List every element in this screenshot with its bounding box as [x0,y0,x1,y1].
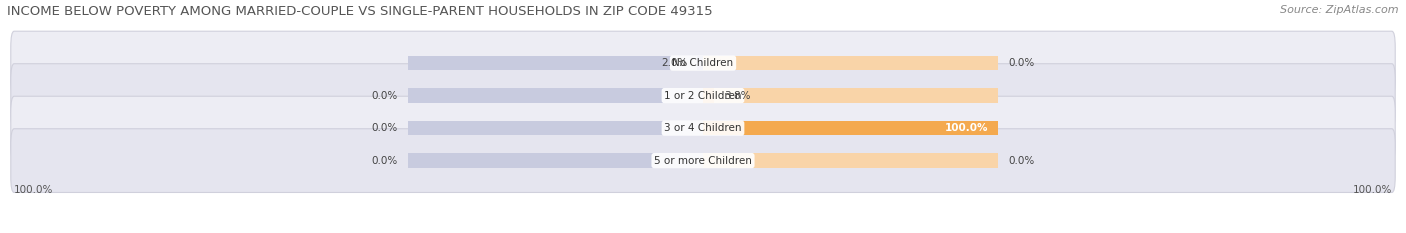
Text: 3.8%: 3.8% [724,91,751,101]
Text: 100.0%: 100.0% [945,123,988,133]
Bar [703,121,998,135]
Bar [703,121,998,135]
Text: 3 or 4 Children: 3 or 4 Children [664,123,742,133]
Text: 5 or more Children: 5 or more Children [654,156,752,166]
Text: 0.0%: 0.0% [371,156,398,166]
FancyBboxPatch shape [11,31,1395,95]
Text: 100.0%: 100.0% [1353,185,1392,195]
Text: 0.0%: 0.0% [371,123,398,133]
Bar [703,88,998,103]
Text: 2.0%: 2.0% [661,58,688,68]
Text: No Children: No Children [672,58,734,68]
Bar [703,88,714,103]
Text: 0.0%: 0.0% [1008,58,1035,68]
Text: 0.0%: 0.0% [1008,156,1035,166]
Text: 1 or 2 Children: 1 or 2 Children [664,91,742,101]
FancyBboxPatch shape [11,96,1395,160]
Text: Source: ZipAtlas.com: Source: ZipAtlas.com [1281,5,1399,15]
Bar [697,56,703,70]
FancyBboxPatch shape [11,64,1395,127]
Bar [703,153,998,168]
Bar [408,153,703,168]
FancyBboxPatch shape [11,129,1395,192]
Text: 0.0%: 0.0% [371,91,398,101]
Bar [408,121,703,135]
Text: 100.0%: 100.0% [14,185,53,195]
Bar [408,56,703,70]
Bar [703,56,998,70]
Text: INCOME BELOW POVERTY AMONG MARRIED-COUPLE VS SINGLE-PARENT HOUSEHOLDS IN ZIP COD: INCOME BELOW POVERTY AMONG MARRIED-COUPL… [7,5,713,18]
Bar [408,88,703,103]
